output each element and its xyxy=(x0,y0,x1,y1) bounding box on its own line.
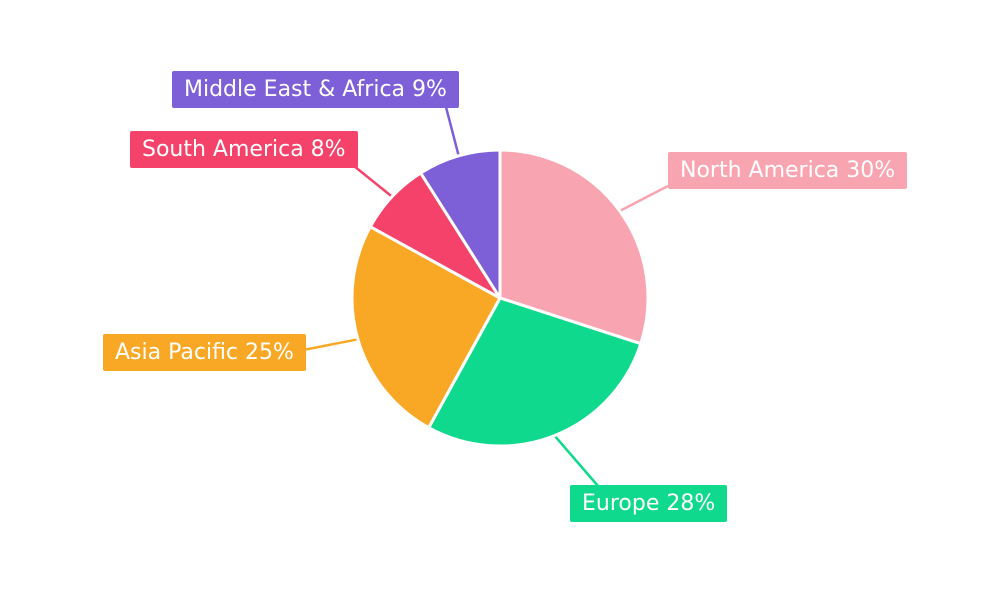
slice-label-south-america: South America 8% xyxy=(130,131,358,168)
pie-slice-europe xyxy=(427,296,643,448)
pie-slice-middle-east-and-africa xyxy=(419,148,502,300)
leader-line-europe xyxy=(553,434,599,487)
slice-label-asia-pacific: Asia Pacific 25% xyxy=(103,334,306,371)
pie-slice-asia-pacific xyxy=(350,225,502,430)
pie-slice-north-america xyxy=(498,148,650,346)
leader-line-north-america xyxy=(619,184,669,213)
leader-line-middle-east-and-africa xyxy=(444,106,460,157)
slice-label-north-america: North America 30% xyxy=(668,152,908,189)
slice-label-middle-east-and-africa: Middle East & Africa 9% xyxy=(172,71,459,108)
slice-label-europe: Europe 28% xyxy=(570,485,728,522)
